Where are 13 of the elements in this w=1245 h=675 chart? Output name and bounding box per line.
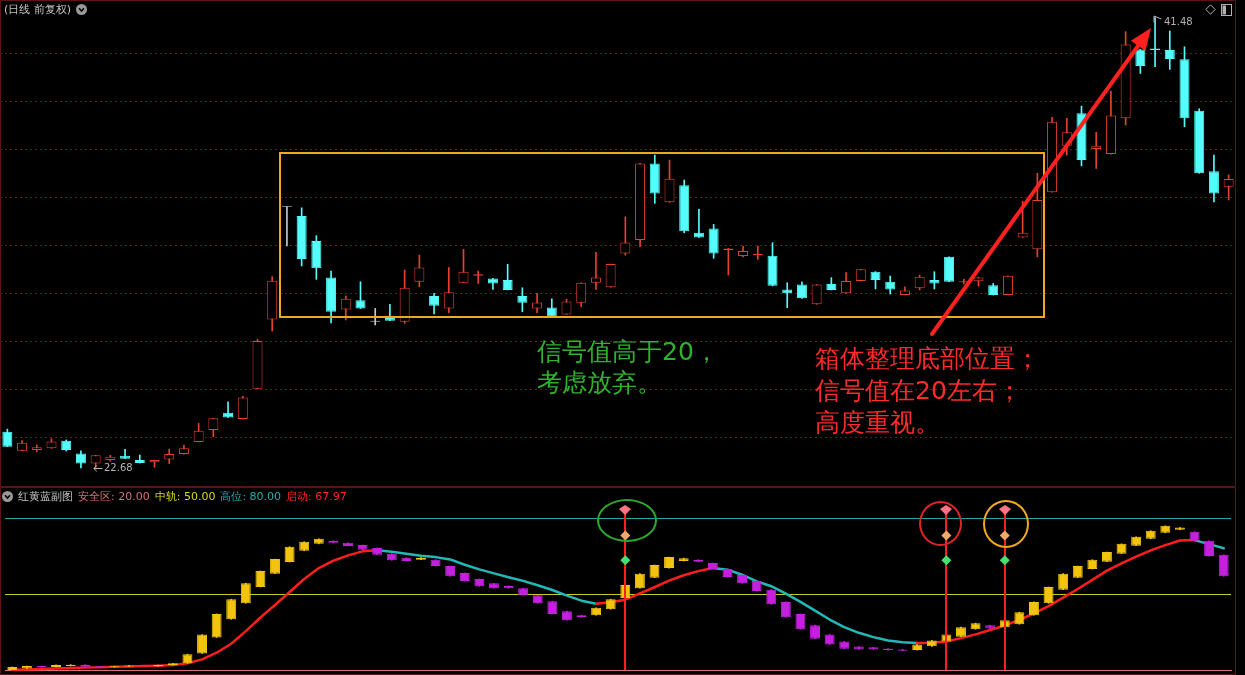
annotation: 箱体整理底部位置；信号值在20左右；高度重视。 bbox=[815, 343, 1040, 439]
annotation: 41.48 bbox=[1164, 16, 1193, 28]
text: 高位: 80.00 bbox=[220, 490, 282, 503]
candlestick bbox=[1164, 30, 1175, 70]
text: 中轨: 50.00 bbox=[154, 490, 216, 503]
candlestick bbox=[782, 282, 793, 309]
candlestick bbox=[590, 251, 601, 290]
text: 启动: 67.97 bbox=[286, 490, 347, 503]
chart-title: 红黄蓝副图 bbox=[18, 490, 73, 503]
chart-title: (日线 前复权) bbox=[4, 3, 72, 16]
text: 安全区: 20.00 bbox=[78, 490, 150, 503]
annotation: 信号值高于20，考虑放弃。 bbox=[537, 336, 719, 398]
annotation: 22.68 bbox=[104, 462, 133, 474]
